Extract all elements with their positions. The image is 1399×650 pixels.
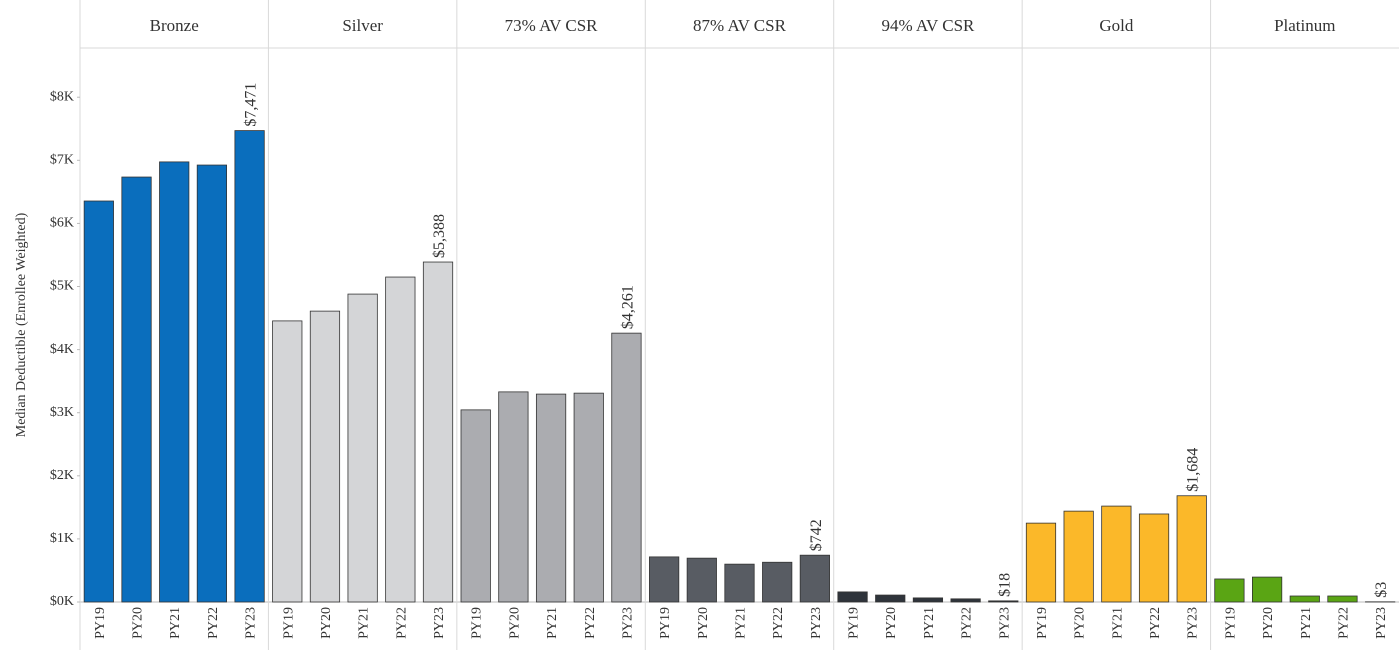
bar (196, 164, 227, 603)
bar (988, 600, 1019, 603)
bar (1252, 576, 1283, 603)
bar (347, 293, 378, 603)
bar (121, 176, 152, 603)
x-tick-label: PY21 (734, 607, 749, 639)
x-tick-label: PY22 (1148, 607, 1163, 639)
panel-header: Platinum (1274, 16, 1335, 35)
x-tick-label: PY21 (1299, 607, 1314, 639)
y-tick-label: $5K (50, 279, 74, 294)
bar (1289, 595, 1320, 603)
x-tick-label: PY21 (357, 607, 372, 639)
bar (159, 161, 190, 603)
x-tick-label: PY19 (847, 607, 862, 639)
bar (1214, 578, 1245, 603)
bar (573, 392, 604, 603)
x-tick-label: PY22 (206, 607, 221, 639)
value-label: $742 (808, 519, 825, 551)
bar (460, 409, 491, 603)
bar (1138, 513, 1170, 603)
bar (422, 261, 454, 603)
value-label: $1,684 (1185, 448, 1202, 492)
y-axis-title: Median Deductible (Enrollee Weighted) (14, 212, 29, 437)
y-tick-label: $0K (50, 594, 74, 609)
x-tick-label: PY22 (394, 607, 409, 639)
y-tick-label: $6K (50, 216, 74, 231)
bar (1063, 510, 1094, 603)
x-tick-label: PY23 (620, 607, 635, 639)
bar (799, 554, 830, 603)
x-tick-label: PY20 (696, 607, 711, 639)
bar (234, 130, 265, 603)
x-tick-label: PY19 (93, 607, 108, 639)
x-tick-label: PY23 (244, 607, 259, 639)
x-tick-label: PY19 (470, 607, 485, 639)
y-tick-label: $8K (50, 89, 74, 104)
bar (724, 563, 755, 603)
x-tick-label: PY19 (1223, 607, 1238, 639)
value-label: $7,471 (243, 83, 260, 127)
x-tick-label: PY22 (583, 607, 598, 639)
value-label: $18 (996, 573, 1013, 597)
bar (385, 276, 416, 603)
value-label: $4,261 (619, 285, 636, 329)
x-tick-label: PY23 (809, 607, 824, 639)
bar (1176, 495, 1207, 603)
x-tick-label: PY21 (1110, 607, 1125, 639)
y-tick-label: $3K (50, 405, 74, 420)
x-tick-label: PY22 (960, 607, 975, 639)
bar (83, 200, 114, 603)
x-tick-label: PY21 (168, 607, 183, 639)
y-tick-label: $7K (50, 153, 74, 168)
bar (649, 556, 680, 603)
bar (498, 391, 529, 603)
bar (1327, 595, 1358, 603)
x-tick-label: PY20 (1261, 607, 1276, 639)
bar (611, 332, 642, 603)
bar (762, 561, 793, 603)
bar (875, 594, 906, 603)
y-tick-label: $1K (50, 531, 74, 546)
bar (272, 320, 303, 603)
panel-header: Bronze (150, 16, 199, 35)
x-tick-label: PY20 (1073, 607, 1088, 639)
x-tick-label: PY23 (1186, 607, 1201, 639)
bar (950, 598, 981, 603)
bar (1101, 505, 1132, 603)
panel-header: 94% AV CSR (881, 16, 975, 35)
panel-header: 87% AV CSR (693, 16, 787, 35)
x-tick-label: PY20 (884, 607, 899, 639)
bar (686, 557, 717, 603)
panel-header: Silver (342, 16, 383, 35)
x-tick-label: PY23 (997, 607, 1012, 639)
x-tick-label: PY21 (545, 607, 560, 639)
x-tick-label: PY19 (281, 607, 296, 639)
y-tick-label: $4K (50, 342, 74, 357)
bar (535, 393, 567, 603)
x-tick-label: PY23 (432, 607, 447, 639)
bar (912, 597, 944, 603)
x-tick-label: PY20 (507, 607, 522, 639)
x-tick-label: PY21 (922, 607, 937, 639)
x-tick-label: PY22 (1336, 607, 1351, 639)
x-tick-label: PY19 (1035, 607, 1050, 639)
value-label: $3 (1373, 582, 1390, 598)
bar (837, 591, 868, 603)
panel-header: 73% AV CSR (505, 16, 599, 35)
x-tick-label: PY22 (771, 607, 786, 639)
panel-header: Gold (1099, 16, 1134, 35)
x-tick-label: PY20 (319, 607, 334, 639)
value-label: $5,388 (431, 214, 448, 258)
x-tick-label: PY23 (1374, 607, 1389, 639)
x-tick-label: PY20 (131, 607, 146, 639)
bar (309, 310, 341, 603)
bar (1025, 522, 1057, 603)
x-tick-label: PY19 (658, 607, 673, 639)
y-tick-label: $2K (50, 468, 74, 483)
